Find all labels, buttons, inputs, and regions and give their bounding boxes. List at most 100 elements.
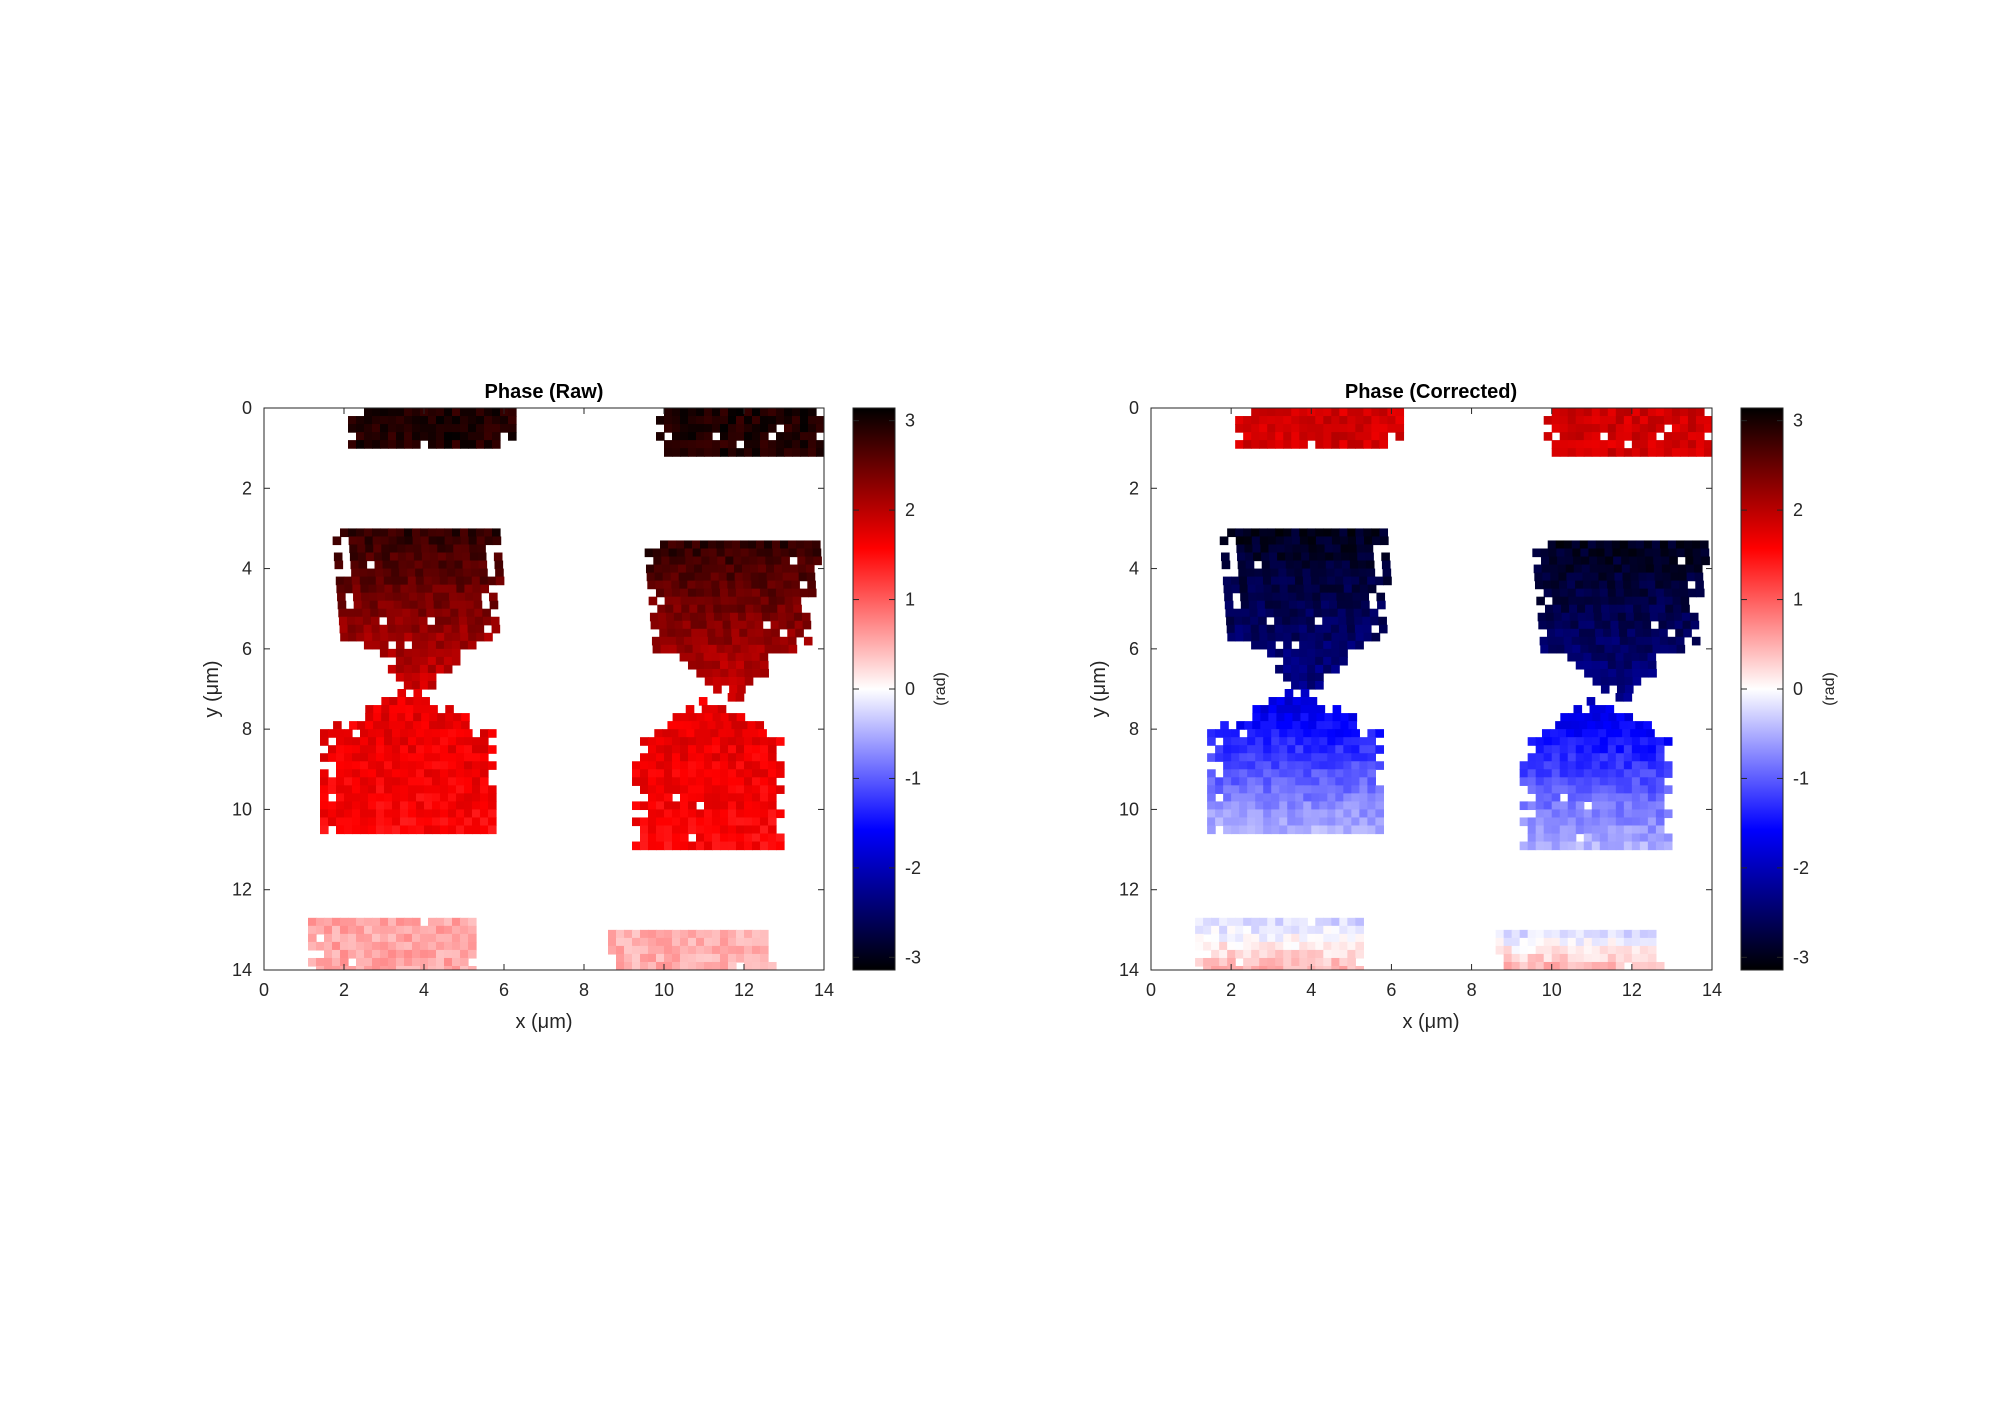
heatmap-cell xyxy=(1284,697,1294,706)
heatmap-cell xyxy=(425,592,434,602)
heatmap-cell xyxy=(664,424,673,433)
heatmap-cell xyxy=(450,608,459,618)
heatmap-cell xyxy=(1652,644,1662,654)
heatmap-cell xyxy=(1655,737,1665,746)
heatmap-cell xyxy=(1570,620,1579,630)
heatmap-cell xyxy=(460,965,469,970)
heatmap-cell xyxy=(752,448,761,457)
heatmap-cell xyxy=(807,580,816,590)
heatmap-cell xyxy=(688,777,697,786)
heatmap-cell xyxy=(380,965,389,970)
heatmap-cell xyxy=(1703,416,1712,425)
heatmap-cell xyxy=(1243,917,1252,927)
heatmap-cell xyxy=(744,408,753,417)
heatmap-cell xyxy=(1291,528,1300,538)
heatmap-cell xyxy=(1623,753,1633,762)
heatmap-cell xyxy=(1311,809,1320,819)
heatmap-cell xyxy=(1279,576,1288,586)
heatmap-cell xyxy=(1379,408,1389,417)
heatmap-cell xyxy=(1279,753,1288,762)
heatmap-cell xyxy=(415,568,424,578)
heatmap-cell xyxy=(712,761,721,770)
heatmap-cell xyxy=(1543,833,1553,843)
heatmap-cell xyxy=(1243,416,1252,425)
heatmap-cell xyxy=(739,628,748,638)
heatmap-cell xyxy=(1339,656,1348,666)
heatmap-cell xyxy=(696,929,705,939)
heatmap-cell xyxy=(1567,801,1577,811)
heatmap-cell xyxy=(456,825,465,835)
heatmap-cell xyxy=(429,713,438,722)
heatmap-cell xyxy=(1327,745,1336,754)
heatmap-cell xyxy=(1319,745,1328,754)
heatmap-cell xyxy=(794,620,804,630)
heatmap-cell xyxy=(352,785,361,794)
heatmap-cell xyxy=(1299,432,1308,441)
heatmap-cell xyxy=(1363,432,1372,441)
heatmap-cell xyxy=(1551,580,1560,590)
heatmap-cell xyxy=(792,416,801,425)
heatmap-cell xyxy=(1245,560,1255,570)
heatmap-cell xyxy=(448,801,457,811)
heatmap-cell xyxy=(1272,592,1281,602)
heatmap-cell xyxy=(1363,424,1372,433)
heatmap-cell xyxy=(745,604,754,614)
heatmap-cell xyxy=(664,785,673,794)
heatmap-cell xyxy=(1577,612,1587,622)
heatmap-cell xyxy=(364,416,373,425)
heatmap-cell xyxy=(1615,588,1625,598)
heatmap-cell xyxy=(360,825,369,835)
heatmap-cell xyxy=(736,825,745,835)
heatmap-cell xyxy=(379,624,389,634)
heatmap-cell xyxy=(1263,761,1272,770)
heatmap-cell xyxy=(408,761,417,770)
heatmap-cell xyxy=(653,556,662,566)
heatmap-cell xyxy=(1647,793,1657,802)
heatmap-cell xyxy=(1307,925,1316,935)
heatmap-cell xyxy=(1268,721,1277,730)
colorbar-label: (rad) xyxy=(932,672,949,706)
heatmap-cell xyxy=(752,753,761,762)
heatmap-cell xyxy=(1599,841,1609,851)
heatmap-cell xyxy=(1283,440,1292,449)
heatmap-cell xyxy=(1221,552,1230,562)
heatmap-cell xyxy=(1558,572,1567,582)
heatmap-cell xyxy=(1372,536,1381,546)
heatmap-cell xyxy=(1339,648,1348,658)
heatmap-cell xyxy=(396,933,405,943)
heatmap-cell xyxy=(1347,408,1356,417)
heatmap-cell xyxy=(1607,660,1617,670)
heatmap-cell xyxy=(640,833,649,843)
heatmap-cell xyxy=(1271,737,1280,746)
heatmap-cell xyxy=(460,925,469,935)
heatmap-cell xyxy=(428,416,437,425)
heatmap-cell xyxy=(688,432,697,441)
heatmap-cell xyxy=(1339,965,1348,970)
heatmap-cell xyxy=(1227,917,1236,927)
heatmap-cell xyxy=(1651,636,1661,646)
heatmap-cell xyxy=(753,604,762,614)
heatmap-cell xyxy=(364,528,373,538)
heatmap-cell xyxy=(1511,937,1521,947)
heatmap-cell xyxy=(736,793,745,802)
heatmap-cell xyxy=(671,580,680,590)
heatmap-cell xyxy=(443,656,453,666)
heatmap-cell xyxy=(1367,769,1376,778)
heatmap-cell xyxy=(1560,713,1569,722)
heatmap-cell xyxy=(468,440,477,449)
heatmap-cell xyxy=(1269,552,1278,562)
heatmap-cell xyxy=(1271,801,1280,811)
heatmap-cell xyxy=(1623,448,1633,457)
heatmap-cell xyxy=(1327,584,1337,594)
heatmap-cell xyxy=(646,572,656,582)
heatmap-cell xyxy=(704,432,713,441)
heatmap-cell xyxy=(1571,721,1580,730)
heatmap-cell xyxy=(1266,624,1276,634)
heatmap-cell xyxy=(1639,793,1649,802)
heatmap-cell xyxy=(1244,721,1253,730)
heatmap-cell xyxy=(1343,825,1352,835)
heatmap-cell xyxy=(1343,584,1353,594)
heatmap-cell xyxy=(1340,713,1350,722)
heatmap-cell xyxy=(373,552,383,562)
heatmap-cell xyxy=(1538,620,1547,630)
